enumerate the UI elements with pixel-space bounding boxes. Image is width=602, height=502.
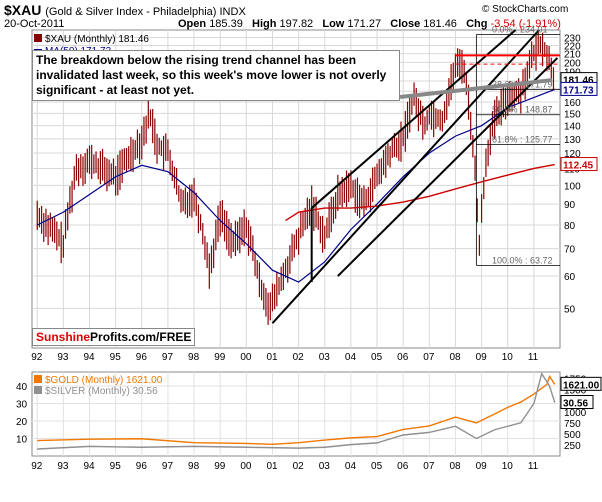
lower-y-tick-left: 30: [16, 400, 28, 411]
price-tag-label: 112.45: [563, 161, 593, 172]
gold-tag-label: 1621.00: [563, 380, 600, 391]
lower-y-tick-left: 40: [16, 382, 28, 393]
chart-date: 20-Oct-2011: [4, 18, 65, 30]
y-tick-label: 90: [564, 200, 576, 211]
lower-y-tick-left: 20: [16, 417, 28, 428]
callout-arrow: [399, 78, 553, 99]
legend-silver: $SILVER (Monthly) 30.56: [45, 386, 158, 397]
x-tick-label: 11: [528, 352, 539, 363]
x-tick-label: 09: [476, 352, 488, 363]
channel-upper-line: [311, 29, 517, 209]
x-tick-label: 93: [57, 352, 69, 363]
lower-x-tick-label: 06: [397, 461, 409, 472]
lower-x-tick-label: 99: [214, 461, 226, 472]
silver-tag-label: 30.56: [563, 399, 588, 410]
y-tick-label: 70: [564, 245, 576, 256]
commentary-callout: The breakdown below the rising trend cha…: [32, 50, 400, 101]
silver-tag-box: [560, 395, 594, 410]
fib-level-label: 61.8% : 125.77: [492, 135, 553, 145]
fib-level-label: 50.0% : 148.87: [492, 105, 553, 115]
chart-title: $XAU (Gold & Silver Index - Philadelphia…: [4, 2, 246, 18]
lower-y-tick-left: 10: [16, 435, 28, 446]
price-tag-label: 181.46: [563, 76, 594, 87]
lower-x-tick-label: 94: [84, 461, 96, 472]
y-tick-label: 50: [564, 304, 576, 315]
lower-x-tick-label: 09: [476, 461, 488, 472]
legend-swatch-silver: [34, 386, 42, 394]
y-tick-label: 200: [564, 58, 581, 69]
x-tick-label: 02: [293, 352, 305, 363]
lower-x-tick-label: 92: [31, 461, 43, 472]
gold-line: [37, 374, 556, 445]
lower-x-tick-label: 96: [136, 461, 148, 472]
lower-x-tick-label: 03: [319, 461, 331, 472]
x-tick-label: 06: [397, 352, 409, 363]
lower-y-tick-right: 1000: [564, 408, 587, 419]
y-tick-label: 100: [564, 181, 581, 192]
lower-x-tick-label: 08: [449, 461, 461, 472]
x-tick-label: 08: [449, 352, 461, 363]
lower-y-tick-right: 750: [564, 419, 581, 430]
x-tick-label: 99: [214, 352, 226, 363]
lower-x-tick-label: 97: [162, 461, 174, 472]
lower-y-tick-right: 1500: [564, 386, 587, 397]
y-tick-label: 60: [564, 272, 576, 283]
x-tick-label: 01: [266, 352, 278, 363]
lower-x-tick-label: 95: [110, 461, 122, 472]
lower-x-tick-label: 04: [345, 461, 357, 472]
legend-swatch-xau: [34, 34, 42, 42]
y-tick-label: 80: [564, 221, 576, 232]
y-tick-label: 210: [564, 50, 581, 61]
x-tick-label: 00: [240, 352, 252, 363]
x-tick-label: 92: [31, 352, 43, 363]
y-tick-label: 130: [564, 135, 581, 146]
copyright-text: © StockCharts.com: [482, 4, 569, 15]
x-tick-label: 98: [188, 352, 200, 363]
gold-tag-box: [560, 376, 602, 391]
x-tick-label: 04: [345, 352, 357, 363]
price-tag-box: [560, 81, 598, 96]
x-tick-label: 07: [423, 352, 435, 363]
lower-x-tick-label: 98: [188, 461, 200, 472]
price-tag-box: [560, 157, 598, 172]
x-tick-label: 10: [502, 352, 514, 363]
lower-y-tick-right: 500: [564, 430, 581, 441]
lower-x-tick-label: 07: [423, 461, 435, 472]
lower-y-tick-right: 250: [564, 441, 581, 452]
legend-xau: $XAU (Monthly) 181.46: [45, 34, 149, 45]
y-tick-label: 160: [564, 98, 581, 109]
lower-x-tick-label: 00: [240, 461, 252, 472]
x-tick-label: 95: [110, 352, 122, 363]
lower-x-tick-label: 02: [293, 461, 305, 472]
silver-line: [37, 372, 556, 450]
y-tick-label: 120: [564, 149, 581, 160]
legend-gold: $GOLD (Monthly) 1621.00: [45, 375, 163, 386]
x-tick-label: 05: [371, 352, 383, 363]
fib-level-label: 0.0% : 234.01: [492, 24, 548, 34]
y-tick-label: 230: [564, 34, 581, 45]
x-tick-label: 96: [136, 352, 148, 363]
ma50-line: [36, 88, 555, 283]
lower-x-tick-label: 11: [528, 461, 539, 472]
x-tick-label: 97: [162, 352, 174, 363]
brand-logo: SunshineProfits.com/FREE: [32, 328, 196, 346]
x-tick-label: 94: [84, 352, 96, 363]
y-tick-label: 140: [564, 122, 581, 133]
lower-x-tick-label: 01: [266, 461, 278, 472]
channel-lower-line: [271, 29, 540, 324]
lower-x-tick-label: 10: [502, 461, 514, 472]
y-tick-label: 150: [564, 109, 581, 120]
fib-level-label: 100.0% : 63.72: [492, 255, 553, 265]
ohlc-readout: Open 185.39 High 197.82 Low 171.27 Close…: [178, 18, 561, 30]
x-tick-label: 03: [319, 352, 331, 363]
y-tick-label: 220: [564, 41, 581, 52]
lower-x-tick-label: 05: [371, 461, 383, 472]
channel-inner-line: [337, 57, 559, 277]
legend-swatch-gold: [34, 375, 42, 383]
price-tag-label: 171.73: [563, 85, 594, 96]
lower-x-tick-label: 93: [57, 461, 69, 472]
